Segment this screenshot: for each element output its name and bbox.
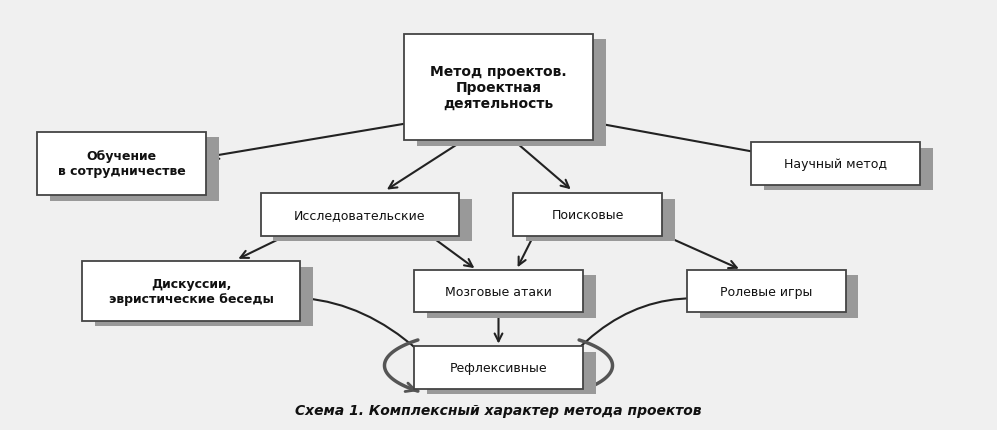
FancyBboxPatch shape [38, 132, 206, 196]
FancyBboxPatch shape [765, 148, 933, 191]
FancyBboxPatch shape [427, 352, 595, 395]
FancyBboxPatch shape [526, 199, 675, 242]
Text: Схема 1. Комплексный характер метода проектов: Схема 1. Комплексный характер метода про… [295, 402, 702, 417]
FancyBboxPatch shape [414, 270, 583, 313]
FancyBboxPatch shape [82, 262, 300, 321]
Text: Дискуссии,
эвристические беседы: Дискуссии, эвристические беседы [109, 277, 273, 305]
FancyBboxPatch shape [752, 143, 920, 185]
FancyBboxPatch shape [513, 194, 662, 236]
FancyBboxPatch shape [427, 276, 595, 318]
FancyBboxPatch shape [273, 199, 472, 242]
Text: Ролевые игры: Ролевые игры [720, 285, 813, 298]
Text: Поисковые: Поисковые [551, 209, 624, 221]
Text: Исследовательские: Исследовательские [294, 209, 426, 221]
FancyBboxPatch shape [260, 194, 459, 236]
FancyBboxPatch shape [417, 40, 605, 146]
Text: Рефлексивные: Рефлексивные [450, 361, 547, 374]
Text: Мозговые атаки: Мозговые атаки [445, 285, 552, 298]
Text: Научный метод: Научный метод [784, 157, 887, 171]
Text: Обучение
в сотрудничестве: Обучение в сотрудничестве [58, 150, 185, 178]
Text: Метод проектов.
Проектная
деятельность: Метод проектов. Проектная деятельность [430, 64, 567, 111]
FancyBboxPatch shape [687, 270, 845, 313]
FancyBboxPatch shape [95, 267, 313, 327]
FancyBboxPatch shape [414, 347, 583, 389]
FancyBboxPatch shape [51, 138, 219, 201]
FancyBboxPatch shape [405, 34, 592, 141]
FancyBboxPatch shape [700, 276, 858, 318]
